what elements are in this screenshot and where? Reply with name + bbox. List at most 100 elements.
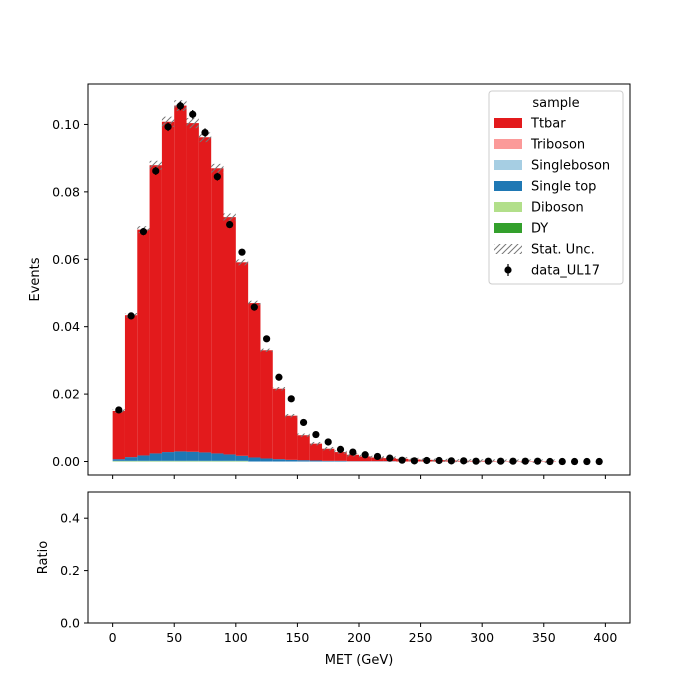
histogram-bar — [322, 460, 335, 462]
data-point — [570, 457, 579, 466]
stat-unc-band — [149, 160, 162, 170]
stat-unc-band — [285, 413, 298, 418]
ratio-y-tick-label: 0.2 — [60, 563, 80, 578]
histogram-bar — [223, 454, 236, 461]
stat-unc-band — [198, 132, 212, 143]
data-point — [386, 454, 394, 462]
histogram-bar — [112, 459, 125, 461]
legend-swatch — [494, 160, 522, 170]
legend-label: Diboson — [531, 201, 584, 216]
histogram-bar — [149, 453, 162, 461]
y-tick-label: 0.08 — [52, 184, 80, 199]
histogram-bar — [235, 262, 249, 456]
x-tick-label: 0 — [109, 630, 117, 645]
x-tick-label: 150 — [285, 630, 309, 645]
histogram-bar — [211, 453, 224, 461]
stat-unc-band — [235, 259, 249, 266]
histogram-bar — [285, 459, 298, 462]
histogram-bar — [211, 168, 224, 454]
legend-label: DY — [531, 222, 548, 237]
legend-label: data_UL17 — [531, 264, 600, 279]
stat-unc-band — [322, 447, 335, 451]
y-tick-label: 0.02 — [52, 387, 80, 402]
x-tick-label: 100 — [224, 630, 248, 645]
x-tick-label: 200 — [347, 630, 371, 645]
data-point — [435, 456, 443, 465]
legend-swatch — [494, 139, 522, 149]
data-point — [189, 110, 197, 118]
data-point — [349, 448, 357, 456]
histogram-bar — [285, 415, 298, 460]
histogram-bar — [112, 410, 125, 460]
histogram-bar — [322, 448, 335, 461]
data-point — [127, 312, 135, 320]
stat-unc-band — [211, 163, 224, 173]
stat-unc-band — [223, 213, 236, 221]
histogram-bar — [297, 435, 310, 461]
stat-unc-band — [248, 300, 261, 306]
data-point — [398, 456, 406, 464]
data-point — [497, 457, 505, 465]
histogram-bar — [198, 452, 212, 461]
ratio-y-tick-label: 0.4 — [60, 511, 80, 526]
data-point — [509, 457, 517, 465]
data-point — [324, 438, 332, 446]
x-tick-label: 250 — [409, 630, 433, 645]
legend-swatch — [494, 223, 522, 233]
legend-label: Ttbar — [530, 117, 566, 132]
data-point — [521, 457, 529, 465]
legend-label: Stat. Unc. — [531, 243, 595, 258]
histogram-bar — [186, 451, 199, 461]
histogram-bar — [260, 458, 273, 462]
y-axis-label: Events — [28, 257, 43, 301]
histogram-bar — [334, 452, 347, 461]
histogram-bar — [161, 452, 175, 461]
histogram-bar — [124, 457, 138, 461]
data-point — [423, 456, 431, 465]
data-point — [226, 220, 234, 229]
data-point — [534, 457, 542, 465]
ratio-y-axis-label: Ratio — [36, 541, 51, 574]
data-point — [361, 451, 369, 459]
data-point — [275, 373, 283, 381]
legend: sample Ttbar Triboson Singleboson Single top… — [488, 90, 624, 285]
legend-swatch — [494, 202, 522, 212]
data-point — [484, 457, 492, 465]
histogram-bar — [149, 165, 162, 454]
data-point — [176, 102, 184, 110]
histogram-bar — [334, 460, 347, 462]
data-point — [472, 457, 480, 465]
histogram-bar — [124, 315, 138, 458]
histogram-bar — [174, 105, 187, 452]
histogram-bar — [235, 455, 249, 461]
histogram-bar — [137, 455, 150, 461]
stat-unc-band — [272, 387, 286, 391]
data-point — [213, 173, 221, 181]
histogram-bar — [309, 460, 323, 462]
histogram-bar — [248, 457, 261, 462]
data-point — [115, 406, 123, 414]
data-point — [164, 123, 172, 131]
data-point — [152, 167, 160, 175]
data-point — [139, 228, 148, 236]
histogram-bar — [346, 454, 359, 462]
data-point — [410, 457, 419, 465]
legend-frame — [488, 90, 624, 285]
y-tick-label: 0.10 — [52, 117, 80, 132]
data-point — [558, 457, 566, 466]
y-tick-label: 0.04 — [52, 319, 80, 334]
x-tick-label: 300 — [470, 630, 494, 645]
y-tick-label: 0.06 — [52, 252, 80, 267]
data-point — [201, 128, 209, 137]
data-point — [583, 457, 591, 466]
histogram-bar — [223, 217, 236, 455]
data-point — [287, 395, 295, 403]
histogram-bar — [297, 460, 310, 462]
ratio-y-tick-label: 0.0 — [60, 616, 80, 631]
data-point — [595, 457, 603, 466]
histogram-bar — [161, 121, 175, 453]
legend-label: Singleboson — [531, 159, 610, 174]
legend-label: Single top — [531, 180, 596, 195]
histogram-bar — [309, 443, 323, 461]
